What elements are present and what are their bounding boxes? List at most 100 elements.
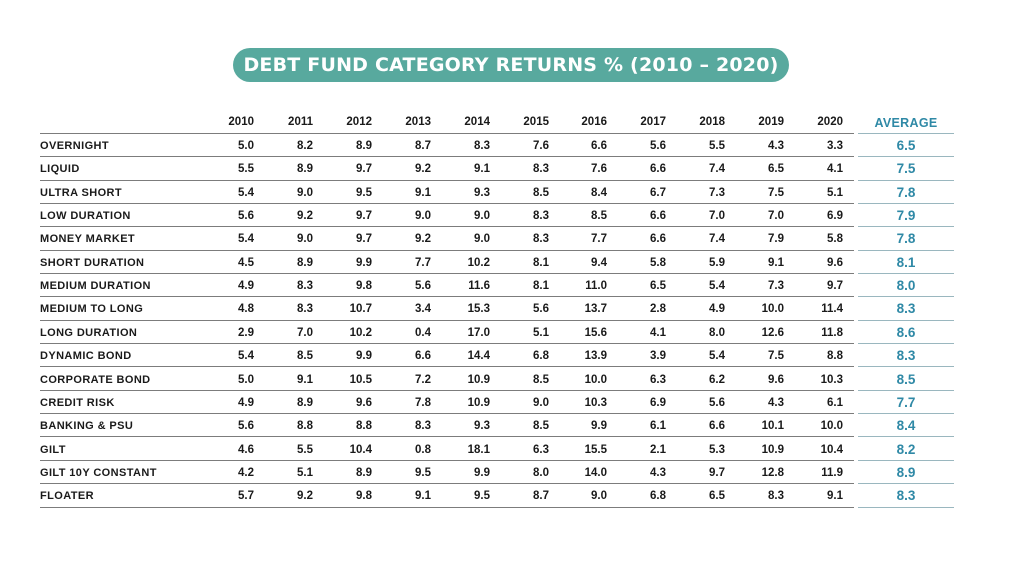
value-cell: 14.4 (467, 350, 490, 363)
row-divider (40, 413, 854, 415)
value-cell: 5.6 (415, 280, 431, 293)
average-divider (858, 156, 954, 158)
value-cell: 8.5 (533, 186, 549, 199)
value-cell: 9.1 (768, 256, 784, 269)
row-divider (40, 459, 854, 461)
value-cell: 6.6 (709, 420, 725, 433)
value-cell: 7.4 (709, 233, 725, 246)
value-cell: 6.3 (533, 443, 549, 456)
value-cell: 4.2 (238, 466, 254, 479)
average-divider (858, 483, 954, 485)
average-divider (858, 202, 954, 204)
average-divider (858, 366, 954, 368)
value-cell: 10.0 (761, 303, 784, 316)
row-divider (40, 436, 854, 438)
value-cell: 8.9 (297, 256, 313, 269)
value-cell: 8.5 (533, 420, 549, 433)
value-cell: 8.1 (533, 256, 549, 269)
value-cell: 14.0 (584, 466, 607, 479)
value-cell: 9.1 (297, 373, 313, 386)
value-cell: 9.5 (356, 186, 372, 199)
category-label: GILT (40, 443, 66, 456)
average-cell: 8.4 (896, 418, 916, 434)
value-cell: 9.4 (591, 256, 607, 269)
value-cell: 3.4 (415, 303, 431, 316)
value-cell: 7.9 (768, 233, 784, 246)
value-cell: 11.8 (821, 326, 843, 339)
value-cell: 7.6 (591, 163, 607, 176)
value-cell: 9.5 (415, 466, 431, 479)
value-cell: 8.8 (827, 350, 843, 363)
table-row: LONG DURATION 2.9 7.0 10.2 0.4 17.0 5.1 15.6 4.1… (40, 321, 954, 345)
value-cell: 8.7 (415, 140, 431, 152)
value-cell: 4.1 (650, 326, 666, 339)
row-divider (40, 179, 854, 181)
value-cell: 8.3 (533, 210, 549, 223)
value-cell: 9.7 (356, 233, 372, 246)
value-cell: 10.4 (349, 443, 372, 456)
value-cell: 9.0 (297, 233, 313, 246)
value-cell: 8.3 (415, 420, 431, 433)
value-cell: 9.6 (768, 373, 784, 386)
value-cell: 2.9 (238, 326, 254, 339)
value-cell: 5.1 (827, 186, 843, 199)
value-cell: 10.4 (820, 443, 843, 456)
value-cell: 9.0 (474, 233, 490, 246)
value-cell: 6.6 (650, 210, 666, 223)
table-row: MEDIUM TO LONG 4.8 8.3 10.7 3.4 15.3 5.6 13.7 2.… (40, 297, 954, 321)
value-cell: 8.3 (533, 233, 549, 246)
column-header-2012: 2012 (346, 116, 372, 128)
value-cell: 9.0 (297, 186, 313, 199)
average-cell: 8.3 (896, 301, 916, 317)
value-cell: 9.6 (356, 396, 372, 409)
value-cell: 9.8 (356, 490, 372, 503)
column-header-2014: 2014 (464, 116, 490, 128)
value-cell: 4.3 (650, 466, 666, 479)
column-header-2013: 2013 (405, 116, 431, 128)
average-divider (858, 459, 954, 461)
table-row: OVERNIGHT 5.0 8.2 8.9 8.7 8.3 7.6 6.6 5.6 5.5 4.3 3… (40, 134, 954, 158)
column-header-2020: 2020 (817, 116, 843, 128)
category-label: MEDIUM DURATION (40, 280, 151, 293)
value-cell: 9.5 (474, 490, 490, 503)
value-cell: 7.5 (768, 186, 784, 199)
average-cell: 7.8 (896, 184, 916, 200)
average-cell: 7.8 (896, 231, 916, 247)
value-cell: 12.8 (761, 466, 784, 479)
value-cell: 10.9 (467, 396, 490, 409)
table-title: DEBT FUND CATEGORY RETURNS % (2010 – 202… (233, 48, 789, 82)
value-cell: 5.8 (827, 233, 843, 246)
value-cell: 9.3 (474, 420, 490, 433)
value-cell: 5.6 (650, 140, 666, 152)
value-cell: 9.9 (356, 256, 372, 269)
category-label: MONEY MARKET (40, 233, 136, 246)
value-cell: 3.3 (827, 140, 843, 152)
value-cell: 6.6 (650, 163, 666, 176)
value-cell: 9.1 (827, 490, 843, 503)
row-divider (40, 389, 854, 391)
value-cell: 4.9 (238, 396, 254, 409)
row-divider (40, 319, 854, 321)
category-label: LIQUID (40, 163, 80, 176)
average-cell: 7.7 (896, 394, 916, 410)
table-row: LIQUID 5.5 8.9 9.7 9.2 9.1 8.3 7.6 6.6 7.4 6.5 4.1 7… (40, 157, 954, 181)
value-cell: 18.1 (467, 443, 490, 456)
value-cell: 4.8 (238, 303, 254, 316)
value-cell: 5.0 (238, 373, 254, 386)
average-cell: 7.5 (896, 161, 916, 177)
value-cell: 8.5 (533, 373, 549, 386)
average-cell: 7.9 (896, 208, 916, 224)
value-cell: 15.6 (584, 326, 607, 339)
value-cell: 6.8 (533, 350, 549, 363)
value-cell: 9.2 (297, 490, 313, 503)
value-cell: 9.0 (533, 396, 549, 409)
value-cell: 9.7 (709, 466, 725, 479)
value-cell: 6.9 (650, 396, 666, 409)
average-divider (858, 413, 954, 415)
row-divider (40, 249, 854, 251)
value-cell: 8.9 (356, 466, 372, 479)
column-header-2017: 2017 (640, 116, 666, 128)
value-cell: 4.9 (238, 280, 254, 293)
value-cell: 9.9 (356, 350, 372, 363)
